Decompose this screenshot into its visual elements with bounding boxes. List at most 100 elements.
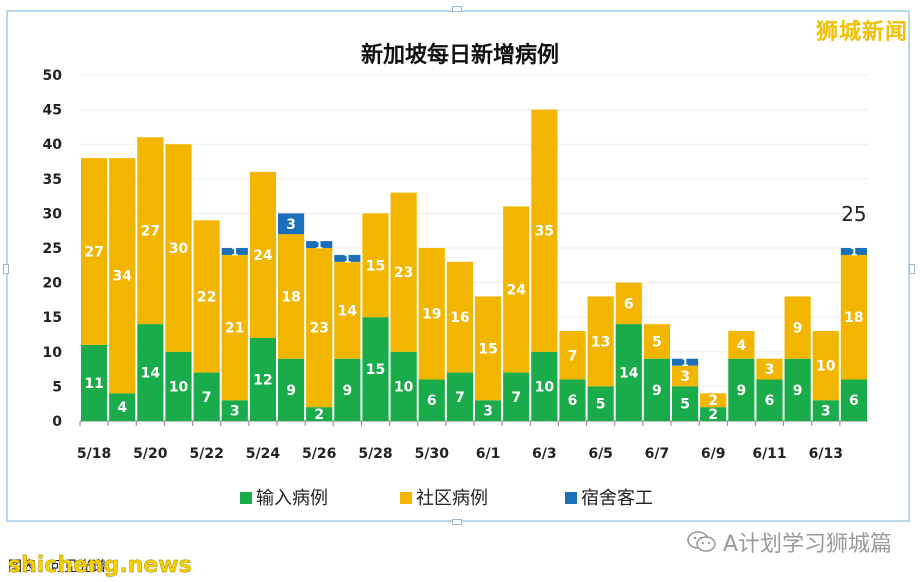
x-tick-label: 5/28 <box>358 446 392 462</box>
bar-segment <box>193 372 220 421</box>
bar-segment <box>165 351 192 421</box>
y-tick-label: 5 <box>52 379 62 395</box>
bar-segment <box>446 372 474 421</box>
resize-handle-bottom[interactable] <box>452 519 462 525</box>
x-tick-label: 6/5 <box>588 446 613 462</box>
data-label: 18 <box>844 310 863 326</box>
data-label: 10 <box>169 379 189 395</box>
data-label: 3 <box>230 404 240 420</box>
data-label: 7 <box>568 348 578 364</box>
bar-segment <box>840 379 868 421</box>
data-label: 9 <box>286 383 296 399</box>
resize-handle-right[interactable] <box>909 264 915 274</box>
data-label: 11 <box>84 376 103 392</box>
resize-handle-top[interactable] <box>452 6 462 12</box>
bar-segment <box>390 192 417 352</box>
x-tick-label: 5/26 <box>302 446 336 462</box>
data-label: 6 <box>849 393 859 409</box>
bar-segment <box>221 254 248 401</box>
data-label: 6 <box>427 393 437 409</box>
bar-segment <box>840 254 868 380</box>
bar-segment <box>503 206 530 373</box>
data-label: 5 <box>652 334 662 350</box>
data-label: 6 <box>624 296 634 312</box>
bar-segment <box>334 261 361 359</box>
data-label: 1 <box>315 239 323 252</box>
bar-segment <box>80 344 108 421</box>
data-label: 24 <box>253 248 273 264</box>
bar-segment <box>277 358 305 421</box>
x-tick-label: 6/7 <box>645 446 670 462</box>
bar-segment <box>671 358 699 366</box>
chart-title: 新加坡每日新增病例 <box>361 42 559 68</box>
data-label: 15 <box>366 258 385 274</box>
bar-segment <box>756 379 783 421</box>
x-tick-label: 6/3 <box>532 446 557 462</box>
data-label: 2 <box>708 393 718 409</box>
data-label: 23 <box>394 265 413 281</box>
data-label: 21 <box>225 321 244 337</box>
bar-segment <box>446 261 474 373</box>
data-label: 10 <box>816 359 836 375</box>
bar-segment <box>531 109 558 352</box>
x-tick-label: 6/13 <box>809 446 843 462</box>
data-label: 14 <box>141 366 161 382</box>
data-label: 3 <box>286 217 296 233</box>
wechat-icon <box>687 531 716 552</box>
legend-label: 宿舍客工 <box>581 488 653 509</box>
footer-caption: 图表：可见光谱 <box>8 559 106 575</box>
data-label: 12 <box>253 372 272 388</box>
data-label: 7 <box>455 390 465 406</box>
bar-segment <box>277 213 305 235</box>
bar-segment <box>362 317 389 421</box>
bar-segment <box>137 137 164 325</box>
data-label: 4 <box>736 338 746 354</box>
y-tick-label: 15 <box>43 310 62 326</box>
y-tick-label: 35 <box>43 172 62 188</box>
data-label: 3 <box>680 369 690 385</box>
bar-segment <box>109 393 136 421</box>
y-tick-label: 40 <box>43 137 63 153</box>
stacked-bar-chart: 新加坡每日新增病例 112743414271030722321112249183… <box>43 42 868 509</box>
legend-label: 社区病例 <box>416 488 488 509</box>
bar-segment <box>615 282 642 325</box>
data-label: 1 <box>344 252 352 265</box>
y-tick-label: 45 <box>43 103 62 119</box>
data-label: 10 <box>394 379 414 395</box>
bar-segment <box>587 296 614 387</box>
bar-segment <box>362 213 389 318</box>
resize-handle-left[interactable] <box>3 264 9 274</box>
bar-segment <box>784 358 811 421</box>
x-tick-label: 5/24 <box>246 446 281 462</box>
data-label: 9 <box>793 321 803 337</box>
data-label: 15 <box>366 362 385 378</box>
bar-segment <box>165 144 192 352</box>
wechat-account[interactable]: A计划学习狮城篇 <box>687 526 892 558</box>
data-label: 9 <box>652 383 662 399</box>
bar-segment <box>840 248 868 255</box>
data-label: 7 <box>511 390 521 406</box>
data-label: 34 <box>112 269 132 285</box>
data-label: 6 <box>765 393 775 409</box>
bar-segment <box>137 324 164 421</box>
x-tick-label: 6/9 <box>701 446 726 462</box>
x-tick-label: 6/1 <box>476 446 501 462</box>
data-label: 27 <box>141 224 160 240</box>
data-label: 24 <box>506 283 526 299</box>
bar-segment <box>306 407 333 421</box>
data-label: 2 <box>708 407 718 423</box>
legend-swatch <box>400 492 412 504</box>
data-label: 18 <box>281 289 300 305</box>
bar-segment <box>109 158 136 394</box>
bar-segment <box>418 379 445 421</box>
bar-segment <box>306 248 333 408</box>
x-tick-label: 5/20 <box>133 446 168 462</box>
bar-segment <box>80 158 108 345</box>
data-label: 1 <box>850 245 858 258</box>
data-label: 14 <box>619 366 639 382</box>
data-label: 13 <box>591 334 610 350</box>
bar-segment <box>474 400 502 421</box>
bar-segment <box>559 331 586 380</box>
bar-segment <box>700 393 727 408</box>
bar-segment <box>784 296 811 359</box>
